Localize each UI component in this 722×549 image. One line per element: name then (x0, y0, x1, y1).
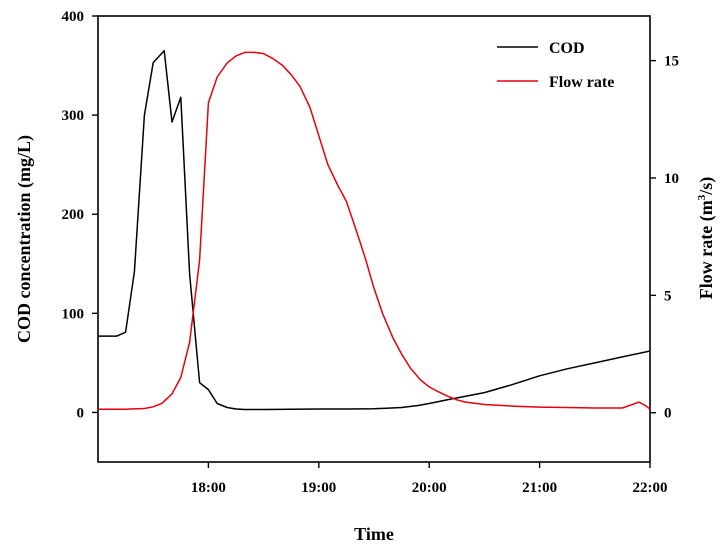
legend-label-flow-rate: Flow rate (549, 74, 614, 91)
y-right-tick-label: 0 (664, 406, 672, 422)
y-right-tick-label: 15 (664, 54, 679, 70)
y-left-tick-label: 200 (62, 207, 85, 223)
y-axis-right-label: Flow rate (m3/s) (696, 177, 717, 299)
y-axis-right-label-superscript: 3 (696, 194, 708, 200)
series-line-cod (98, 49, 651, 411)
series-line-flow-rate (98, 51, 651, 410)
y-axis-right-label-main: Flow rate (m (696, 200, 717, 299)
x-tick-label: 21:00 (522, 480, 557, 496)
y-right-tick-label: 10 (664, 171, 679, 187)
x-axis-label: Time (354, 524, 394, 544)
y-left-tick-label: 300 (62, 108, 85, 124)
x-tick-label: 18:00 (191, 480, 226, 496)
y-left-tick-label: 400 (62, 9, 85, 25)
x-tick-label: 20:00 (412, 480, 447, 496)
x-tick-label: 22:00 (633, 480, 668, 496)
y-axis-left-label: COD concentration (mg/L) (14, 135, 35, 343)
y-right-tick-label: 5 (664, 288, 672, 304)
legend-label-cod: COD (549, 40, 585, 57)
y-axis-right-label-end: /s) (696, 177, 717, 196)
legend: COD Flow rate (497, 40, 614, 91)
y-left-tick-label: 0 (77, 405, 85, 421)
plot-area-frame (97, 15, 651, 463)
x-tick-label: 19:00 (301, 480, 336, 496)
y-left-tick-label: 100 (62, 306, 85, 322)
